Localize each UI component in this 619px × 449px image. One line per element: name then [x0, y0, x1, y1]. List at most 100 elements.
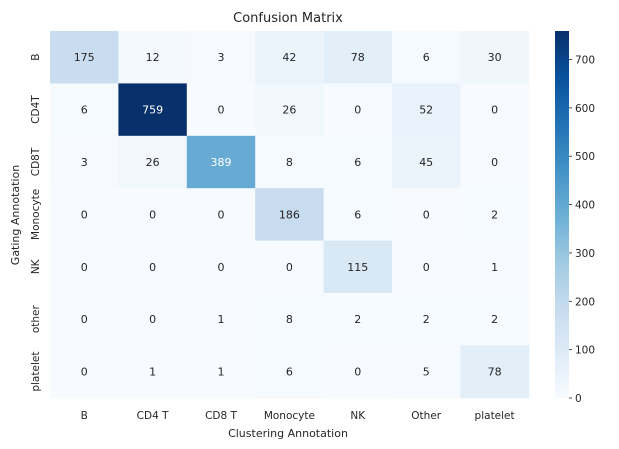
cell-value-label: 0 — [218, 261, 225, 274]
heatmap-cell — [392, 83, 461, 137]
heatmap-cell — [255, 83, 325, 137]
heatmap-cell — [118, 240, 188, 294]
heatmap-cell — [392, 31, 461, 84]
cell-value-label: 0 — [149, 208, 156, 221]
heatmap-cell — [255, 240, 325, 294]
cell-value-label: 759 — [142, 104, 163, 117]
heatmap-cell — [50, 135, 119, 189]
colorbar-tick-label: 500 — [575, 151, 595, 163]
cell-value-label: 26 — [146, 156, 160, 169]
cell-value-label: 389 — [211, 156, 232, 169]
cell-value-label: 1 — [149, 366, 156, 379]
heatmap-cell — [186, 240, 256, 294]
cell-value-label: 1 — [218, 313, 225, 326]
cell-value-label: 8 — [286, 313, 293, 326]
heatmap-cell — [186, 188, 256, 242]
x-tick-label: platelet — [475, 410, 515, 422]
cell-value-label: 78 — [488, 366, 502, 379]
y-tick-label: B — [30, 54, 42, 61]
heatmap-cell — [118, 31, 188, 84]
x-tick-label: Other — [411, 410, 441, 422]
heatmap-cell — [118, 345, 188, 399]
heatmap-cell — [118, 293, 188, 346]
cell-value-label: 3 — [218, 51, 225, 64]
heatmap-cell — [392, 188, 461, 242]
cell-value-label: 1 — [491, 261, 498, 274]
heatmap-cell — [323, 293, 393, 346]
colorbar-tick-label: 700 — [575, 55, 595, 67]
heatmap-cell — [460, 31, 530, 84]
heatmap-cell — [392, 240, 461, 294]
cell-value-label: 0 — [354, 366, 361, 379]
heatmap-cell — [392, 293, 461, 346]
cell-value-label: 0 — [491, 104, 498, 117]
heatmap-cell — [186, 135, 256, 189]
cell-value-label: 6 — [354, 208, 361, 221]
cell-value-label: 52 — [419, 104, 433, 117]
heatmap-cell — [186, 31, 256, 84]
heatmap-cell — [255, 188, 325, 242]
y-tick-label: other — [30, 305, 42, 334]
cell-value-label: 0 — [149, 313, 156, 326]
x-tick-label: CD4 T — [137, 410, 169, 422]
cell-value-label: 6 — [423, 51, 430, 64]
cell-value-label: 0 — [423, 208, 430, 221]
y-axis-label: Gating Annotation — [9, 165, 22, 265]
cell-value-label: 45 — [419, 156, 433, 169]
heatmap-cell — [186, 345, 256, 399]
cell-value-label: 115 — [347, 261, 368, 274]
heatmap-cell — [392, 345, 461, 399]
cell-value-label: 2 — [423, 313, 430, 326]
cell-value-label: 1 — [218, 366, 225, 379]
cell-value-label: 0 — [81, 313, 88, 326]
cell-value-label: 0 — [423, 261, 430, 274]
heatmap-cell — [50, 345, 119, 399]
cell-value-label: 30 — [488, 51, 502, 64]
x-tick-label: CD8 T — [205, 410, 237, 422]
heatmap-cell — [460, 135, 530, 189]
cell-value-label: 0 — [286, 261, 293, 274]
cell-value-label: 8 — [286, 156, 293, 169]
cell-value-label: 42 — [282, 51, 296, 64]
heatmap-cell — [118, 135, 188, 189]
heatmap-cell — [323, 188, 393, 242]
cell-value-label: 78 — [351, 51, 365, 64]
colorbar-ticks: 0 100 200 300 400 500 600 700 — [569, 55, 595, 405]
heatmap-cell — [323, 83, 393, 137]
heatmap-cell — [186, 293, 256, 346]
x-axis-label: Clustering Annotation — [228, 427, 348, 440]
x-tick-label: Monocyte — [264, 410, 315, 422]
cell-value-label: 6 — [286, 366, 293, 379]
colorbar — [555, 31, 569, 398]
cell-value-label: 186 — [279, 208, 300, 221]
y-tick-label: NK — [30, 258, 42, 274]
heatmap-cell — [186, 83, 256, 137]
y-tick-label: CD4T — [30, 95, 42, 124]
colorbar-tick-label: 300 — [575, 248, 595, 260]
colorbar-tick-label: 100 — [575, 345, 595, 357]
cell-value-label: 0 — [149, 261, 156, 274]
cell-value-label: 2 — [491, 208, 498, 221]
colorbar-tick-label: 0 — [575, 393, 582, 405]
heatmap-cell — [50, 240, 119, 294]
heatmap-cell — [118, 83, 188, 137]
colorbar-tick-label: 400 — [575, 200, 595, 212]
cell-value-label: 0 — [218, 104, 225, 117]
heatmap-cell — [460, 83, 530, 137]
cell-value-label: 0 — [81, 366, 88, 379]
heatmap-cell — [255, 31, 325, 84]
cell-value-label: 12 — [146, 51, 160, 64]
x-tick-label: B — [81, 410, 88, 422]
cell-value-label: 26 — [282, 104, 296, 117]
x-tick-label: NK — [350, 410, 366, 422]
cell-value-label: 6 — [354, 156, 361, 169]
colorbar-tick-label: 600 — [575, 103, 595, 115]
heatmap-cell — [255, 293, 325, 346]
colorbar-tick-label: 200 — [575, 296, 595, 308]
heatmap-cell — [460, 188, 530, 242]
cell-value-label: 0 — [354, 104, 361, 117]
cell-value-label: 0 — [491, 156, 498, 169]
cell-value-label: 0 — [218, 208, 225, 221]
heatmap-cells: 175 12 3 42 78 6 306 759 0 26 0 52 03 26 389 8 6 45 00 0 0 18… — [50, 31, 530, 399]
